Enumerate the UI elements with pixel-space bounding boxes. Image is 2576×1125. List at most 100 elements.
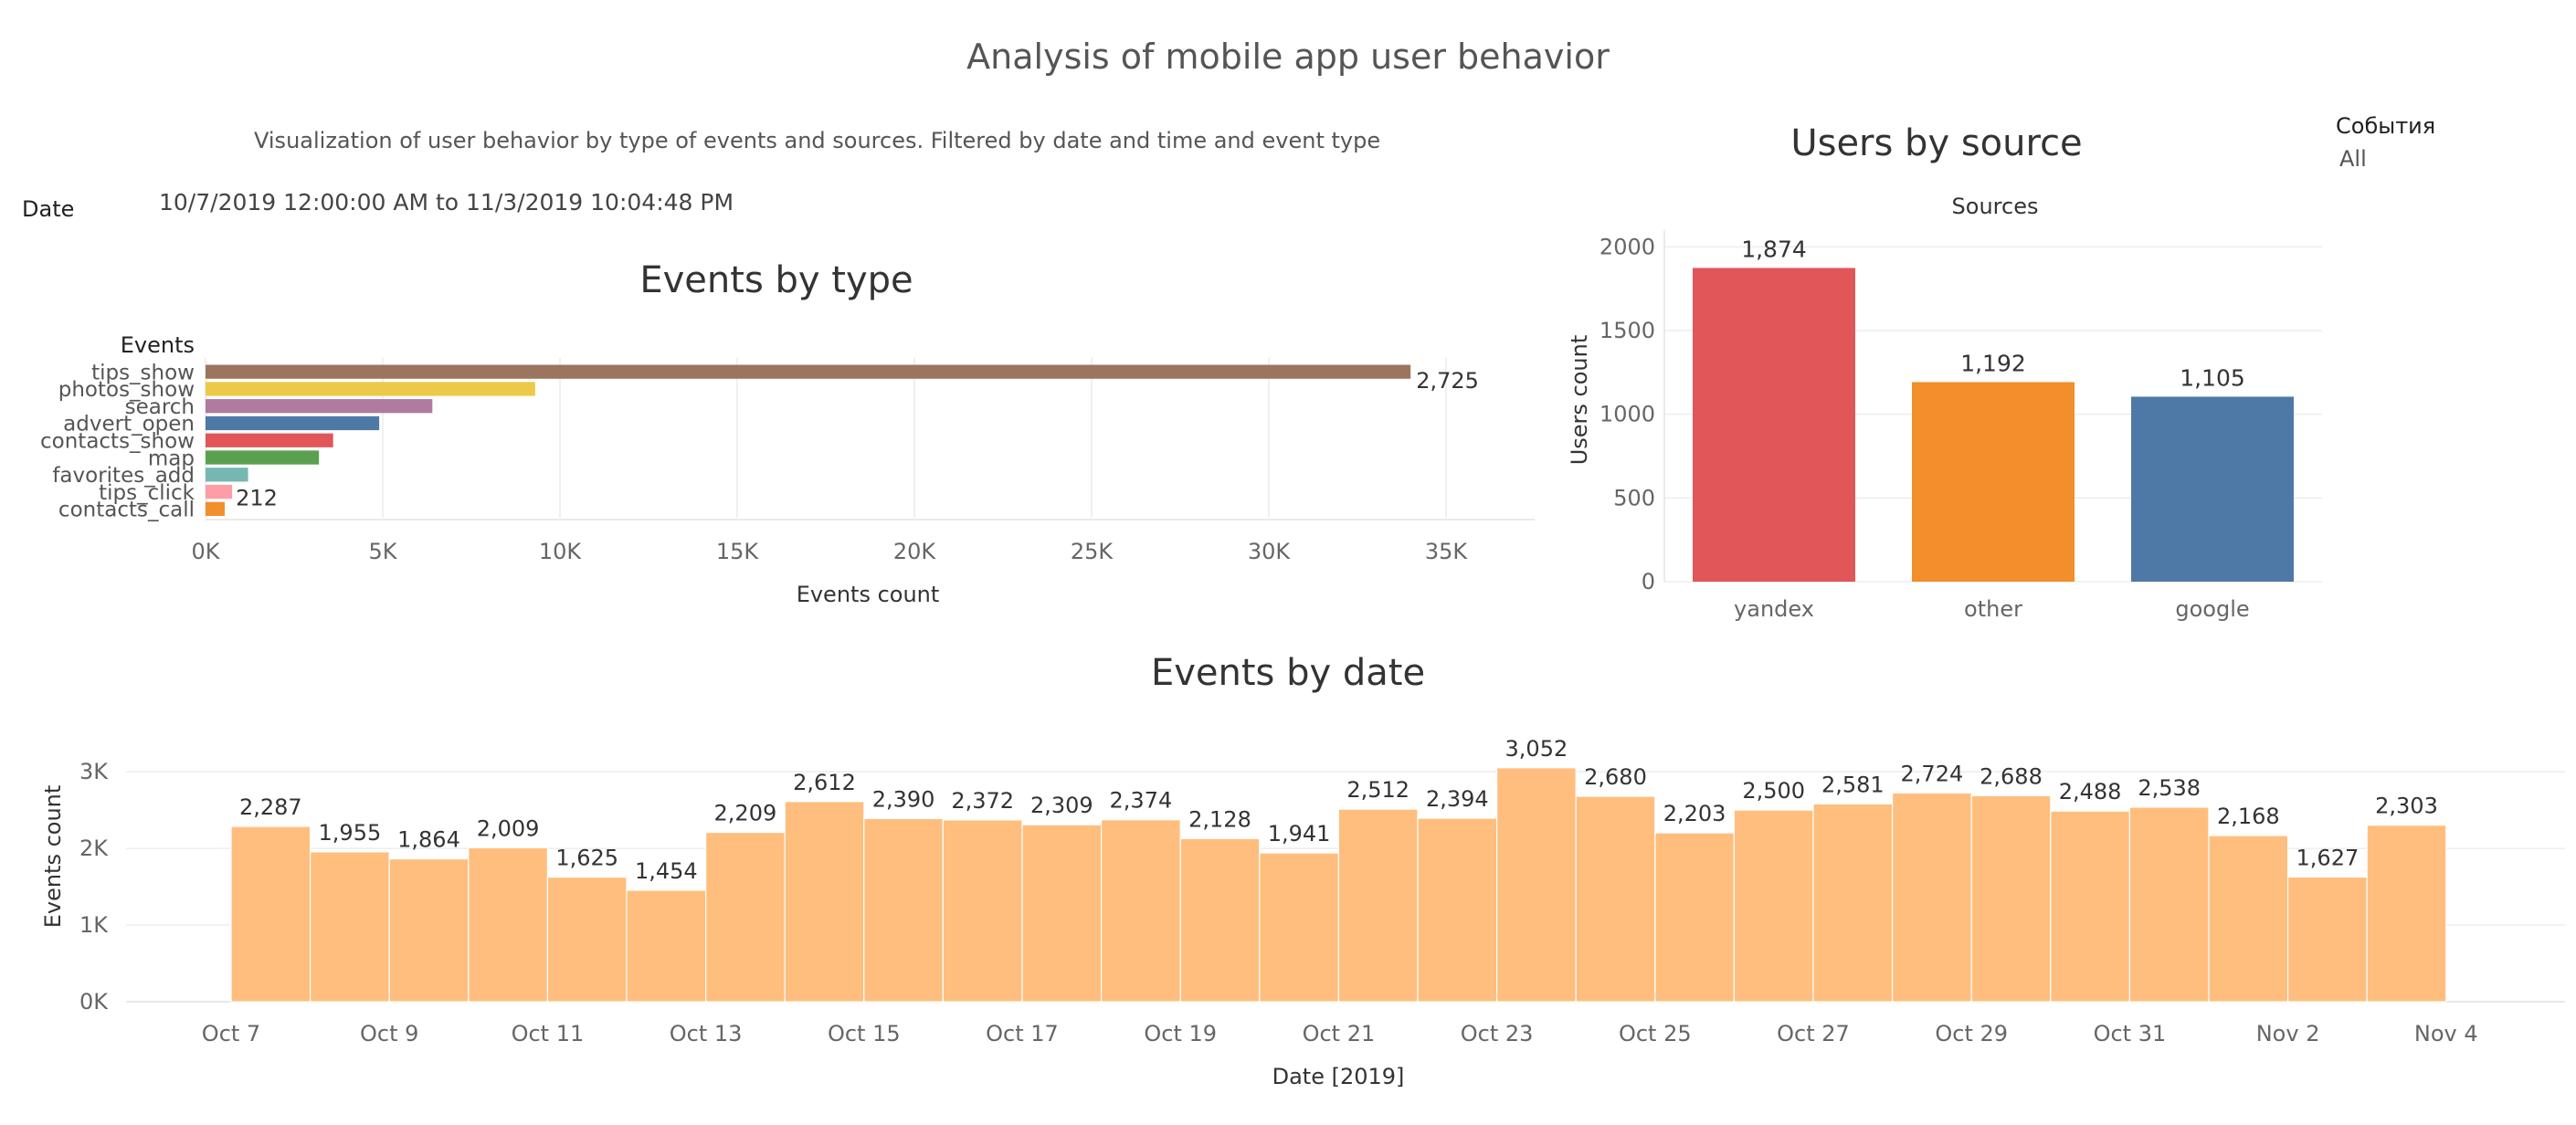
x-tick-label: Oct 27 [1777, 1021, 1850, 1046]
bar-value-label: 1,874 [1741, 236, 1807, 262]
x-tick-label: 10K [539, 539, 583, 564]
bar [784, 801, 865, 1003]
x-tick-label: Nov 2 [2256, 1021, 2320, 1046]
bar-value-label: 2,287 [239, 794, 302, 820]
category-label: tips_show [91, 361, 195, 384]
date-filter-value[interactable]: 10/7/2019 12:00:00 AM to 11/3/2019 10:04… [159, 189, 734, 216]
bar [1417, 817, 1498, 1003]
bar-value-label: 2,303 [2375, 794, 2438, 819]
x-tick-label: Oct 23 [1461, 1021, 1534, 1046]
bar [206, 399, 433, 414]
x-tick-label: Oct 7 [202, 1021, 260, 1046]
bar [1575, 795, 1656, 1003]
bar [388, 857, 470, 1003]
y-tick-label: 1000 [1599, 402, 1655, 427]
bar-value-label: 2,372 [951, 788, 1014, 814]
bar [2131, 396, 2294, 582]
bar [1495, 767, 1577, 1003]
bar-value-label: 2,209 [714, 801, 777, 826]
bar [942, 819, 1023, 1003]
bar-value-label: 1,192 [1960, 350, 2026, 376]
event-filter-value[interactable]: All [2339, 146, 2367, 172]
bar-value-label: 2,488 [2059, 779, 2122, 804]
bar [1733, 809, 1814, 1003]
bar-value-label: 2,374 [1110, 788, 1173, 814]
category-label: photos_show [58, 378, 195, 402]
bar [626, 889, 707, 1003]
bar [1812, 803, 1894, 1003]
y-tick-label: 3K [79, 759, 109, 784]
events-by-type-title: Events by type [639, 259, 913, 301]
x-tick-label: yandex [1734, 596, 1814, 622]
x-tick-label: Oct 11 [512, 1021, 585, 1046]
users-by-source-title: Users by source [1790, 122, 2083, 164]
bar-value-label: 2,688 [1980, 763, 2043, 789]
bar-value-label: 2,390 [872, 786, 935, 812]
category-label: advert_open [63, 413, 195, 436]
bar [206, 484, 233, 499]
x-tick-label: Oct 31 [2094, 1021, 2167, 1046]
x-tick-label: Oct 9 [360, 1021, 418, 1046]
bar [1021, 824, 1103, 1003]
bar-value-label: 1,105 [2180, 364, 2245, 391]
bar-value-label: 2,500 [1742, 778, 1805, 804]
y-tick-label: 0 [1642, 569, 1655, 594]
bar-value-label: 2,725 [1416, 368, 1479, 394]
x-tick-label: 15K [716, 539, 760, 564]
bar-value-label: 1,627 [2296, 845, 2360, 870]
y-tick-label: 1K [79, 912, 109, 938]
bar-value-label: 1,454 [635, 858, 698, 884]
x-axis-title: Events count [797, 582, 940, 607]
bar [1654, 832, 1736, 1003]
bar [206, 450, 320, 465]
bar-value-label: 212 [236, 485, 278, 510]
bar-value-label: 2,309 [1030, 793, 1093, 818]
bar [1892, 792, 1972, 1003]
y-axis-title: Events count [40, 785, 66, 929]
bar [206, 468, 248, 482]
y-tick-label: 2000 [1599, 234, 1655, 259]
bar [704, 831, 786, 1003]
x-axis-title: Date [2019] [1272, 1064, 1405, 1089]
y-axis-title: Users count [1567, 335, 1592, 466]
bar [2287, 876, 2368, 1003]
bar [1100, 819, 1181, 1003]
bar-value-label: 2,680 [1584, 764, 1647, 790]
category-label: tips_click [99, 481, 195, 505]
bar [1693, 268, 1855, 582]
x-tick-label: Oct 25 [1619, 1021, 1692, 1046]
bar-value-label: 2,581 [1821, 772, 1884, 797]
bar-value-label: 2,009 [477, 815, 540, 841]
x-tick-label: other [1964, 596, 2022, 622]
bar [206, 501, 225, 516]
bar [1259, 852, 1340, 1003]
x-tick-label: 0K [191, 539, 220, 564]
bar [206, 364, 1411, 379]
x-tick-label: Oct 13 [670, 1021, 743, 1046]
bar-value-label: 1,864 [397, 827, 460, 853]
x-tick-label: Oct 17 [986, 1021, 1059, 1046]
x-tick-label: Oct 29 [1935, 1021, 2008, 1046]
bar [2050, 810, 2131, 1003]
bar [468, 846, 548, 1003]
x-tick-label: Oct 19 [1144, 1021, 1217, 1046]
bar [1970, 794, 2052, 1003]
bar-value-label: 2,128 [1188, 806, 1251, 832]
bar [863, 817, 944, 1003]
x-tick-label: Oct 21 [1303, 1021, 1376, 1046]
category-label: search [125, 395, 195, 419]
category-label: contacts_call [58, 499, 195, 522]
bar [2208, 835, 2289, 1003]
x-tick-label: 25K [1071, 539, 1114, 564]
bar [1179, 837, 1261, 1003]
event-filter-label: События [2336, 113, 2436, 139]
y-tick-label: 0K [79, 989, 109, 1015]
y-tick-label: 1500 [1599, 318, 1655, 343]
bar-value-label: 1,625 [555, 846, 618, 871]
category-label: map [148, 447, 195, 470]
bar [206, 415, 380, 431]
y-tick-label: 2K [79, 836, 109, 861]
x-tick-label: 5K [368, 539, 397, 564]
